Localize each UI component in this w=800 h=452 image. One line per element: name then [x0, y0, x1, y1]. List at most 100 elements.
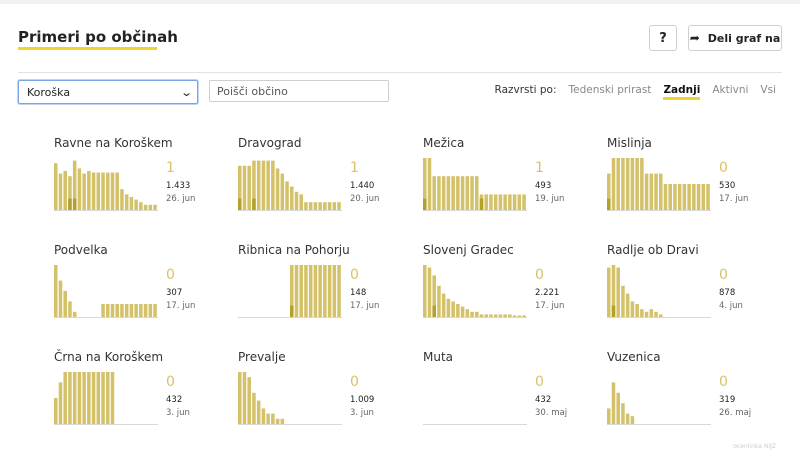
- sparkline-bar: [129, 304, 134, 317]
- help-button[interactable]: ?: [649, 25, 677, 51]
- total-count: 148: [350, 288, 367, 298]
- sort-option-active[interactable]: Aktivni: [712, 84, 749, 96]
- sparkline-bar: [72, 160, 77, 210]
- latest-count: 1: [166, 160, 175, 176]
- sparkline-bar: [432, 275, 436, 317]
- sparkline-bar: [611, 382, 616, 424]
- title-underline: [18, 47, 157, 50]
- sparkline-bar: [96, 172, 101, 210]
- sparkline-bar: [54, 163, 58, 210]
- municipality-card[interactable]: Mislinja 0 530 17. jun: [607, 136, 782, 236]
- sparkline-bar: [616, 392, 620, 424]
- sparkline-bar: [261, 408, 266, 424]
- share-button[interactable]: ➦ Deli graf na: [688, 25, 782, 51]
- region-select[interactable]: Koroška ⌄: [18, 80, 198, 104]
- sparkline-bar: [659, 173, 663, 210]
- sparkline-bar: [275, 418, 280, 424]
- municipality-card[interactable]: Ribnica na Pohorju 0 148 17. jun: [238, 243, 413, 343]
- municipality-card[interactable]: Dravograd 1 1.440 20. jun: [238, 136, 413, 236]
- sparkline-bar: [54, 265, 58, 317]
- sparkline-bar-highlight: [238, 198, 242, 210]
- sparkline-bar: [134, 304, 138, 317]
- latest-count: 0: [535, 267, 544, 283]
- sparkline-bar: [508, 194, 512, 210]
- sparkline-bar: [611, 265, 616, 317]
- last-date: 19. jun: [535, 194, 565, 204]
- sort-option-latest[interactable]: Zadnji: [663, 84, 701, 100]
- sparkline-bar: [308, 202, 313, 210]
- sparkline-bar: [332, 265, 337, 317]
- sparkline-bar: [644, 311, 649, 317]
- sparkline-bar: [148, 204, 153, 210]
- sparkline-bar: [129, 197, 134, 210]
- sparkline-bar: [640, 158, 644, 210]
- latest-count: 0: [166, 374, 175, 390]
- sort-option-all[interactable]: Vsi: [760, 84, 776, 96]
- sparkline-bar: [441, 293, 446, 317]
- sparkline-bar-highlight: [68, 198, 72, 210]
- sparkline-bar: [635, 304, 639, 317]
- sparkline-bar: [153, 204, 157, 210]
- municipality-name: Mežica: [423, 136, 465, 150]
- sparkline-bar: [654, 311, 658, 317]
- latest-count: 0: [719, 267, 728, 283]
- sparkline-bar: [68, 372, 72, 424]
- sparkline-bar: [640, 309, 644, 317]
- sparkline-bar: [72, 311, 77, 317]
- sparkline-bar: [252, 160, 256, 210]
- municipality-card[interactable]: Črna na Koroškem 0 432 3. jun: [54, 350, 229, 450]
- sparkline-bar: [82, 173, 86, 210]
- page-title: Primeri po občinah: [18, 28, 178, 46]
- sparkline-bar: [110, 372, 115, 424]
- sparkline-bar: [630, 416, 635, 424]
- municipality-card[interactable]: Prevalje 0 1.009 3. jun: [238, 350, 413, 450]
- municipality-card[interactable]: Mežica 1 493 19. jun: [423, 136, 598, 236]
- search-input[interactable]: [209, 80, 389, 102]
- sparkline-bar: [91, 372, 96, 424]
- latest-count: 1: [535, 160, 544, 176]
- sparkline-bar: [115, 304, 119, 317]
- region-select-value: Koroška: [27, 85, 71, 99]
- municipality-card[interactable]: Muta 0 432 30. maj: [423, 350, 598, 450]
- sparkline-bar: [294, 265, 299, 317]
- latest-count: 0: [719, 374, 728, 390]
- sparkline-bar: [635, 158, 639, 210]
- latest-count: 0: [350, 267, 359, 283]
- sort-option-weekly[interactable]: Tedenski prirast: [568, 84, 652, 96]
- sparkline-bar: [143, 204, 148, 210]
- sparkline-chart: [54, 160, 158, 211]
- share-button-label: Deli graf na: [707, 31, 781, 45]
- sparkline-chart: [607, 158, 711, 211]
- municipality-card[interactable]: Ravne na Koroškem 1 1.433 26. jun: [54, 136, 229, 236]
- sparkline-bar: [625, 158, 630, 210]
- sparkline-bar: [68, 301, 72, 317]
- sparkline-bar: [423, 265, 427, 317]
- municipality-card[interactable]: Podvelka 0 307 17. jun: [54, 243, 229, 343]
- sparkline-bar: [484, 194, 488, 210]
- sparkline-bar: [106, 304, 110, 317]
- sparkline-bar: [280, 173, 285, 210]
- sparkline-bar: [63, 372, 67, 424]
- sparkline-bar: [522, 194, 526, 210]
- sparkline-bar: [446, 298, 451, 317]
- sparkline-bar: [327, 265, 332, 317]
- municipality-name: Muta: [423, 350, 454, 364]
- sparkline-chart: [423, 424, 527, 425]
- sparkline-bar: [517, 315, 522, 317]
- sparkline-bar: [621, 403, 625, 424]
- municipality-card[interactable]: Slovenj Gradec 0 2.221 17. jun: [423, 243, 598, 343]
- sparkline-bar: [616, 158, 620, 210]
- municipality-card[interactable]: Vuzenica 0 319 26. maj: [607, 350, 782, 450]
- sparkline-bar: [456, 176, 460, 210]
- last-date: 17. jun: [166, 301, 196, 311]
- municipality-card[interactable]: Radlje ob Dravi 0 878 4. jun: [607, 243, 782, 343]
- sparkline-bar: [87, 171, 91, 210]
- sparkline-bar: [58, 280, 63, 317]
- sparkline-bar: [87, 372, 91, 424]
- sparkline-bar: [124, 304, 129, 317]
- sparkline-bar: [247, 165, 251, 210]
- municipality-name: Radlje ob Dravi: [607, 243, 699, 257]
- last-date: 26. maj: [719, 408, 752, 418]
- sparkline-bar: [313, 202, 318, 210]
- sparkline-bar: [625, 413, 630, 424]
